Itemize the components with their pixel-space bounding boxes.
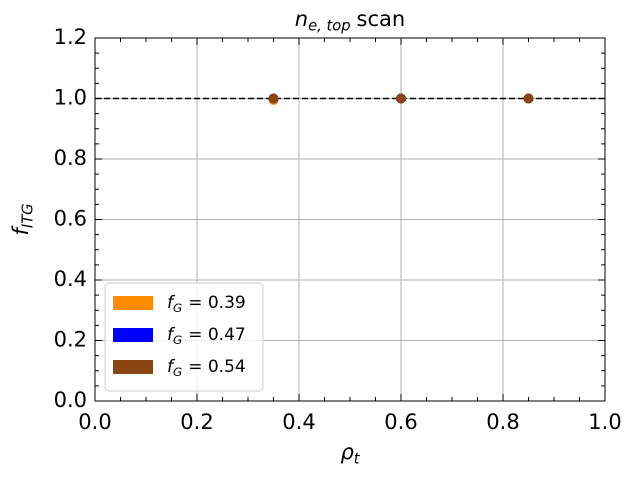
- y-tick-label: 0.4: [54, 267, 87, 291]
- x-axis-label-sub: t: [354, 450, 361, 467]
- legend-label-base: f: [167, 325, 176, 345]
- y-tick-label: 0.2: [54, 328, 87, 352]
- legend-label-sub: G: [173, 365, 182, 379]
- plot-frame: [94, 37, 606, 402]
- legend-label-suffix: = 0.47: [188, 325, 246, 345]
- y-tick-label: 0.6: [54, 207, 87, 231]
- legend-label-base: f: [167, 357, 176, 377]
- chart-title-suffix: scan: [357, 7, 406, 31]
- x-tick-label: 1.0: [588, 410, 621, 434]
- x-tick-label: 0.6: [384, 410, 417, 434]
- chart-title-base: n: [295, 7, 308, 31]
- y-axis-label-sub: ITG: [19, 203, 36, 228]
- legend-label: fG = 0.39: [167, 293, 246, 315]
- y-tick-label: 0.0: [54, 388, 87, 412]
- legend-label-sub: G: [173, 333, 182, 347]
- y-axis-label-base: f: [9, 225, 33, 236]
- x-tick-label: 0.0: [78, 410, 111, 434]
- legend-label-suffix: = 0.39: [188, 293, 246, 313]
- x-tick-label: 0.8: [486, 410, 519, 434]
- x-axis-label: ρt: [340, 440, 360, 467]
- point: [523, 93, 534, 104]
- y-tick-label: 1.2: [54, 25, 87, 49]
- legend-swatch: [113, 296, 153, 310]
- legend-swatch: [113, 328, 153, 342]
- x-tick-label: 0.2: [180, 410, 213, 434]
- legend-label: fG = 0.47: [167, 325, 246, 347]
- chart-title: ne, top scan: [295, 7, 405, 34]
- x-axis-label-base: ρ: [340, 440, 354, 464]
- y-axis-label: fITG: [9, 203, 36, 235]
- chart-title-sub: e, top: [308, 17, 350, 34]
- y-tick-label: 0.8: [54, 146, 87, 170]
- legend-label-sub: G: [173, 301, 182, 315]
- legend-label-base: f: [167, 293, 176, 313]
- y-tick-label: 1.0: [54, 86, 87, 110]
- point: [268, 93, 279, 104]
- point: [396, 93, 406, 104]
- legend-label-suffix: = 0.54: [188, 357, 246, 377]
- legend-label: fG = 0.54: [167, 357, 246, 379]
- legend-swatch: [113, 360, 153, 374]
- x-tick-label: 0.4: [282, 410, 315, 434]
